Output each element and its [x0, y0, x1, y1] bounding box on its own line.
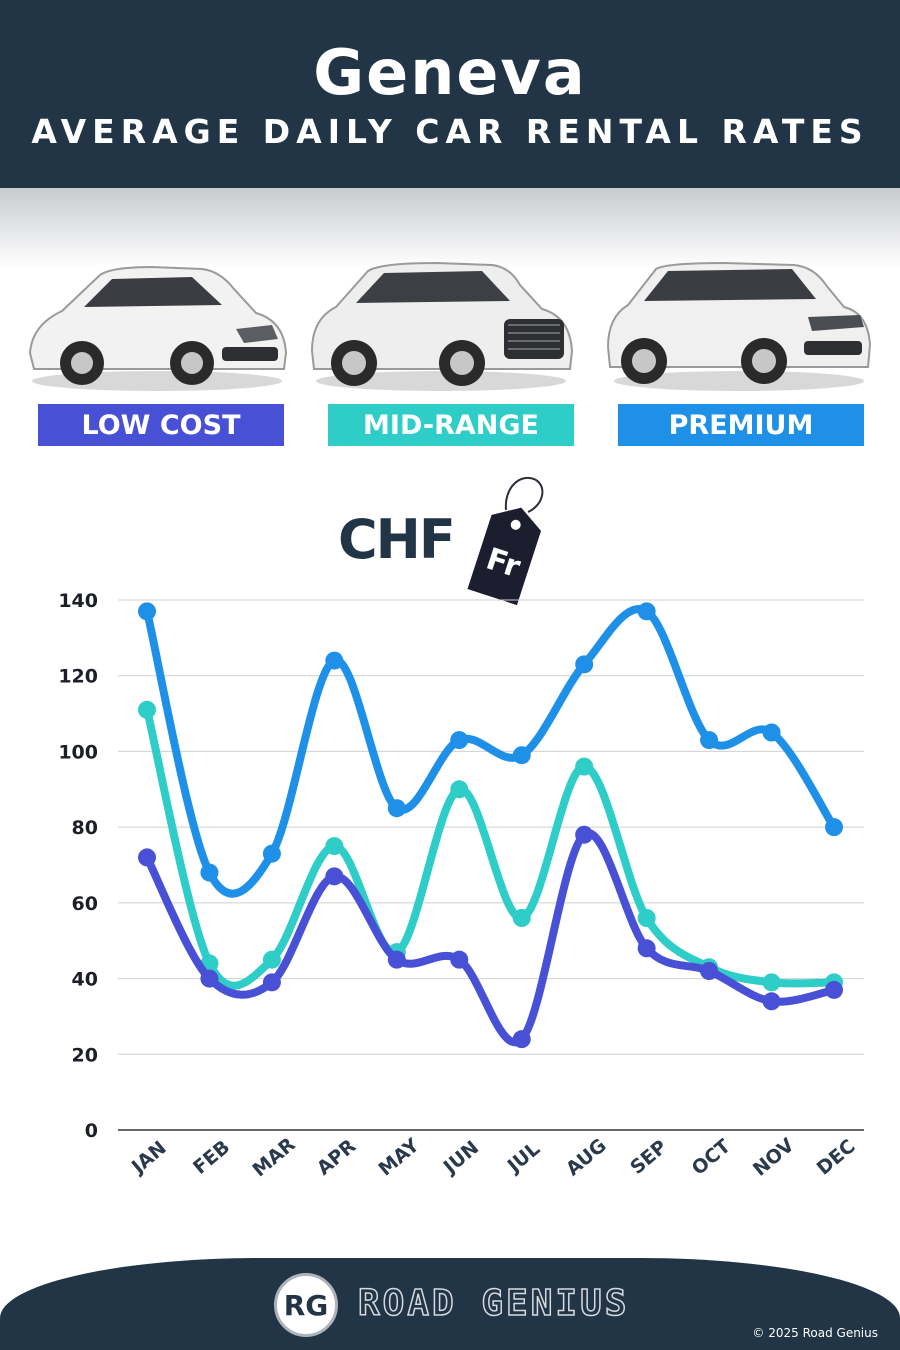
data-point [575, 655, 594, 674]
data-point [262, 950, 281, 969]
footer [0, 1258, 900, 1350]
y-tick-label: 60 [72, 893, 98, 915]
copyright: © 2025 Road Genius [752, 1326, 878, 1340]
data-point [700, 962, 719, 980]
data-point [762, 973, 781, 992]
data-point [450, 780, 469, 799]
price-tag-icon: Fr [467, 477, 544, 606]
x-tick-label: DEC [813, 1135, 860, 1179]
data-point [325, 651, 344, 670]
data-point [575, 757, 594, 776]
data-point [138, 848, 156, 867]
suv-car-icon [310, 261, 574, 391]
data-point [637, 939, 656, 958]
data-point [387, 799, 406, 818]
y-tick-label: 140 [58, 590, 98, 612]
data-point [512, 909, 531, 927]
x-tick-label: MAR [249, 1133, 300, 1180]
x-tick-label: MAY [374, 1134, 423, 1180]
data-point [825, 818, 843, 837]
data-point [512, 1030, 531, 1049]
data-point [387, 950, 406, 969]
data-point [200, 969, 219, 988]
data-point [450, 731, 469, 750]
x-tick-label: OCT [688, 1135, 735, 1180]
luxury-suv-car-icon [606, 261, 872, 391]
x-tick-label: JUL [502, 1138, 544, 1178]
category-badge-premium: PREMIUM [618, 404, 864, 446]
page-title: Geneva [313, 36, 587, 109]
y-tick-label: 40 [72, 969, 98, 991]
y-tick-label: 20 [72, 1044, 98, 1066]
data-point [637, 909, 656, 927]
x-tick-label: AUG [562, 1134, 611, 1180]
data-point [762, 992, 781, 1011]
y-tick-label: 80 [72, 817, 98, 839]
category-badge-low-cost: LOW COST [38, 404, 284, 446]
x-tick-label: SEP [626, 1136, 671, 1179]
x-tick-label: JUN [438, 1137, 483, 1180]
x-tick-label: APR [313, 1135, 361, 1180]
x-tick-label: NOV [749, 1134, 799, 1180]
data-point [138, 700, 156, 719]
y-tick-label: 120 [58, 666, 98, 688]
x-tick-label: FEB [189, 1136, 234, 1179]
data-point [575, 825, 594, 844]
data-point [262, 844, 281, 863]
data-point [262, 973, 281, 992]
x-tick-label: JAN [126, 1137, 171, 1179]
header-shadow [0, 188, 900, 268]
page-subtitle: AVERAGE DAILY CAR RENTAL RATES [31, 112, 869, 151]
data-point [200, 863, 219, 882]
category-badge-mid-range: MID-RANGE [328, 404, 574, 446]
y-tick-label: 100 [58, 741, 98, 763]
brand-name: ROAD GENIUS [357, 1282, 630, 1325]
road-genius-logo: RG [274, 1273, 338, 1337]
data-point [762, 723, 781, 742]
y-tick-label: 0 [85, 1120, 98, 1142]
currency-code: CHF [338, 508, 456, 571]
data-point [325, 837, 344, 856]
data-point [825, 980, 843, 999]
data-point [325, 867, 344, 886]
data-point [138, 602, 156, 621]
line-chart: 0 20 40 60 80 100 120 140 JAN FEB MAR APR MAY JUN JUL A… [58, 590, 864, 1180]
header: Geneva AVERAGE DAILY CAR RENTAL RATES [0, 0, 900, 188]
hatchback-car-icon [28, 265, 288, 391]
data-point [450, 950, 469, 969]
data-point [637, 602, 656, 621]
data-point [700, 731, 719, 750]
data-point [512, 746, 531, 765]
